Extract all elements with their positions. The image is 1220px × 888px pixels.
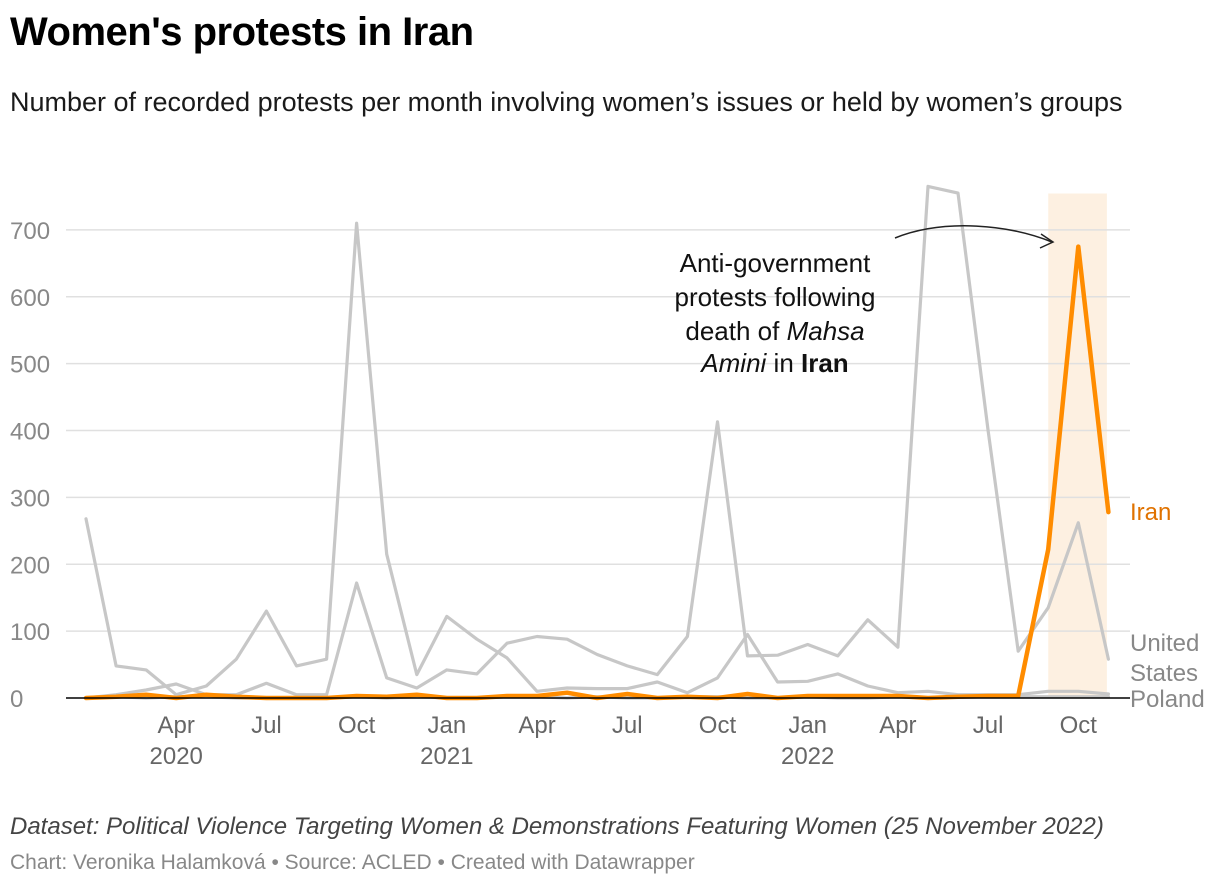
series-label-united-states-part-1: States xyxy=(1130,660,1198,687)
x-tick-label-jul-18: Jul xyxy=(612,712,643,739)
series-label-united-states: United States xyxy=(1130,630,1199,687)
x-tick-year-2021: 2021 xyxy=(420,743,473,770)
y-tick-label-0: 0 xyxy=(10,686,23,713)
series-line-united-states xyxy=(84,184,1111,700)
y-tick-label-600: 600 xyxy=(10,285,50,312)
x-tick-label-jan-12: Jan xyxy=(427,712,466,739)
x-tick-label-jan-24: Jan xyxy=(788,712,827,739)
annotation-line-3-prefix: death of xyxy=(685,316,786,346)
chart-credit: Chart: Veronika Halamková • Source: ACLE… xyxy=(10,851,695,874)
annotation-arrowhead xyxy=(1039,233,1055,249)
annotation-line-3: death of Mahsa xyxy=(685,316,864,346)
series-line-background-a xyxy=(84,221,1111,697)
x-tick-label-apr-15: Apr xyxy=(518,712,555,739)
x-tick-label-jul-30: Jul xyxy=(973,712,1004,739)
annotation-line-4: Amini in Iran xyxy=(699,348,848,378)
x-tick-label-apr-27: Apr xyxy=(879,712,916,739)
gridlines xyxy=(66,229,1130,632)
annotation-line-4-italic: Amini xyxy=(699,348,767,378)
chart-subtitle: Number of recorded protests per month in… xyxy=(10,87,1123,117)
series-label-iran: Iran xyxy=(1130,499,1171,526)
annotation-arrow xyxy=(894,225,1053,243)
dataset-caption: Dataset: Political Violence Targeting Wo… xyxy=(10,813,1104,840)
chart-title: Women's protests in Iran xyxy=(10,10,474,54)
line-chart: 0 100 200 300 400 500 600 700 Apr 2020 Jul Oct Jan 2… xyxy=(10,184,1205,770)
y-tick-label-500: 500 xyxy=(10,352,50,379)
series-label-united-states-part-0: United xyxy=(1130,630,1199,657)
y-axis-ticks: 0 100 200 300 400 500 600 700 xyxy=(10,218,50,713)
annotation: Anti-government protests following death… xyxy=(675,225,1055,378)
annotation-line-2: protests following xyxy=(675,282,876,312)
x-tick-label-oct-33: Oct xyxy=(1060,712,1098,739)
y-tick-label-300: 300 xyxy=(10,485,50,512)
x-tick-label-apr-3: Apr xyxy=(158,712,195,739)
x-tick-label-jul-6: Jul xyxy=(251,712,282,739)
series-line-iran xyxy=(83,244,1111,701)
x-axis-ticks: Apr 2020 Jul Oct Jan 2021 Apr Jul Oct Jan 2022 Apr J… xyxy=(150,712,1098,770)
series-lines xyxy=(83,184,1111,701)
y-tick-label-100: 100 xyxy=(10,619,50,646)
y-tick-label-400: 400 xyxy=(10,419,50,446)
x-tick-label-oct-21: Oct xyxy=(699,712,737,739)
x-tick-year-2022: 2022 xyxy=(781,743,834,770)
y-tick-label-700: 700 xyxy=(10,218,50,245)
series-label-poland: Poland xyxy=(1130,686,1205,713)
x-tick-year-2020: 2020 xyxy=(150,743,203,770)
annotation-line-4-bold: Iran xyxy=(801,348,849,378)
x-tick-label-oct-9: Oct xyxy=(338,712,376,739)
annotation-line-4-mid: in xyxy=(766,348,801,378)
y-tick-label-200: 200 xyxy=(10,552,50,579)
annotation-line-1: Anti-government xyxy=(680,248,872,278)
annotation-line-3-italic: Mahsa xyxy=(787,316,865,346)
